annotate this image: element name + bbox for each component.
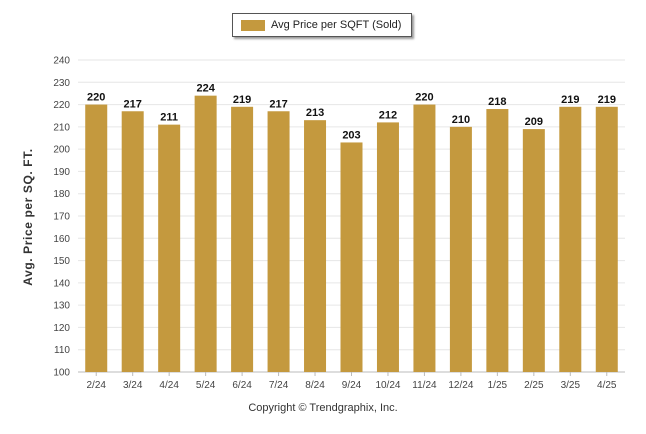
y-tick-label: 160: [53, 234, 70, 245]
x-tick-label: 1/25: [488, 380, 508, 391]
legend-swatch: [241, 19, 265, 31]
x-tick-label: 4/24: [159, 380, 179, 391]
data-label: 219: [598, 94, 616, 106]
bar: [267, 111, 290, 372]
x-tick-label: 6/24: [232, 380, 252, 391]
y-tick-label: 140: [53, 278, 70, 289]
y-axis-label: Avg. Price per SQ. FT.: [21, 148, 35, 286]
data-label: 212: [379, 109, 397, 121]
legend-label: Avg Price per SQFT (Sold): [271, 19, 402, 31]
bar: [158, 124, 181, 372]
bar: [486, 109, 509, 373]
data-label: 218: [488, 96, 506, 108]
x-tick-label: 8/24: [305, 380, 325, 391]
x-tick-label: 10/24: [375, 380, 400, 391]
x-tick-label: 2/25: [524, 380, 544, 391]
y-tick-label: 150: [53, 256, 70, 267]
bar: [449, 126, 472, 372]
data-label: 219: [233, 94, 251, 106]
bar: [194, 95, 217, 373]
bar: [559, 106, 582, 373]
x-tick-label: 12/24: [448, 380, 473, 391]
data-label: 220: [415, 92, 433, 104]
x-tick-label: 2/24: [86, 380, 106, 391]
data-label: 203: [342, 129, 360, 141]
x-tick-label: 11/24: [412, 380, 437, 391]
bar: [121, 111, 144, 372]
x-tick-label: 9/24: [342, 380, 362, 391]
bar: [595, 106, 618, 373]
bar: [85, 104, 108, 373]
bar: [376, 122, 399, 373]
x-tick-label: 5/24: [196, 380, 216, 391]
x-tick-label: 3/25: [561, 380, 581, 391]
data-label: 211: [160, 112, 178, 124]
y-tick-label: 210: [53, 122, 70, 133]
bar: [413, 104, 436, 373]
y-tick-label: 100: [53, 368, 70, 379]
data-label: 219: [561, 94, 579, 106]
data-label: 220: [87, 92, 105, 104]
y-tick-label: 110: [54, 345, 70, 356]
bar: [340, 142, 363, 372]
data-label: 209: [525, 116, 543, 128]
y-tick-label: 130: [53, 301, 70, 312]
y-tick-label: 170: [53, 212, 70, 223]
data-label: 217: [124, 98, 142, 110]
legend: Avg Price per SQFT (Sold): [232, 13, 412, 37]
bar: [522, 129, 545, 372]
x-tick-label: 7/24: [269, 380, 289, 391]
y-tick-label: 230: [53, 78, 70, 89]
copyright-text: Copyright © Trendgraphix, Inc.: [248, 402, 398, 414]
y-tick-label: 200: [53, 145, 70, 156]
y-tick-label: 190: [53, 167, 70, 178]
y-tick-label: 240: [53, 56, 70, 67]
data-label: 210: [452, 114, 470, 126]
x-tick-label: 4/25: [597, 380, 617, 391]
bar: [231, 106, 254, 373]
bar: [304, 120, 327, 373]
y-tick-label: 120: [53, 323, 70, 334]
y-tick-label: 180: [53, 189, 70, 200]
data-label: 217: [269, 98, 287, 110]
data-label: 213: [306, 107, 324, 119]
y-tick-label: 220: [53, 100, 70, 111]
data-label: 224: [196, 83, 215, 95]
x-tick-label: 3/24: [123, 380, 143, 391]
